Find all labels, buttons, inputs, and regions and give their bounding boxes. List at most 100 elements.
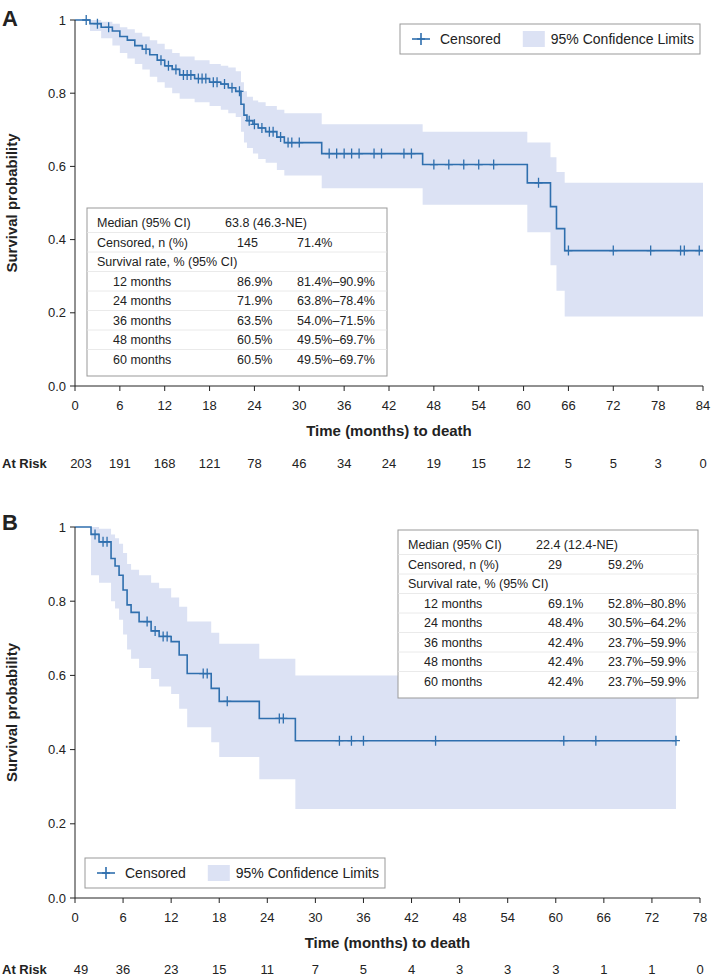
table-cell: 42.4%: [548, 655, 583, 669]
y-tick-label: 0.4: [48, 742, 66, 757]
censor-mark: [269, 127, 277, 137]
x-tick-label: 48: [427, 398, 441, 413]
x-tick: [523, 386, 524, 391]
censor-mark: [221, 79, 229, 89]
table-cell: Survival rate, % (95% CI): [97, 255, 237, 269]
y-tick: [70, 93, 75, 94]
x-tick-label: 72: [645, 910, 659, 925]
censor-mark: [460, 160, 468, 170]
at-risk-label: At Risk: [2, 962, 48, 977]
table-cell: Survival rate, % (95% CI): [408, 577, 548, 591]
table-cell: Censored, n (%): [408, 558, 499, 572]
x-tick: [164, 386, 165, 391]
panel-letter: B: [2, 510, 18, 535]
censor-mark: [335, 736, 343, 746]
x-tick: [119, 386, 120, 391]
legend-marker: [417, 33, 425, 45]
x-tick: [568, 386, 569, 391]
table-cell: 49.5%–69.7%: [297, 333, 375, 347]
at-risk-value: 4: [408, 962, 415, 977]
table-cell: 30.5%–64.2%: [608, 616, 686, 630]
x-tick: [389, 386, 390, 391]
x-axis-title: Time (months) to death: [306, 422, 472, 439]
table-cell: 54.0%–71.5%: [297, 314, 375, 328]
censor-mark: [203, 669, 211, 679]
censor-mark: [91, 529, 99, 539]
table-cell: 71.4%: [297, 236, 332, 250]
table-cell: 59.2%: [608, 558, 643, 572]
table-cell: Median (95% CI): [97, 216, 191, 230]
x-tick-label: 84: [696, 398, 710, 413]
table-rule: [87, 310, 387, 311]
table-cell: Censored, n (%): [97, 236, 188, 250]
x-tick-label: 78: [651, 398, 665, 413]
censor-mark: [340, 149, 348, 159]
x-tick-label: 0: [71, 398, 78, 413]
censor-mark: [592, 736, 600, 746]
table-cell: 60.5%: [237, 333, 272, 347]
censor-mark: [82, 15, 90, 25]
legend-swatch: [208, 865, 230, 881]
censor-mark: [333, 149, 341, 159]
at-risk-value: 203: [70, 456, 92, 471]
censor-mark: [347, 736, 355, 746]
censor-mark: [172, 64, 180, 74]
at-risk-value: 0: [696, 962, 703, 977]
x-tick: [363, 898, 364, 903]
censor-mark: [445, 160, 453, 170]
censor-mark: [490, 160, 498, 170]
x-axis-line: [75, 898, 700, 899]
x-tick: [459, 898, 460, 903]
x-tick-label: 42: [382, 398, 396, 413]
legend: Censored95% Confidence Limits: [85, 858, 385, 888]
x-tick: [603, 898, 604, 903]
table-rule: [398, 613, 698, 614]
x-tick: [658, 386, 659, 391]
chart-panel: 0.00.20.40.60.81061218243036424854606672…: [2, 510, 707, 977]
x-tick-label: 60: [516, 398, 530, 413]
x-tick-label: 18: [212, 910, 226, 925]
x-tick: [75, 898, 76, 903]
y-axis-title: Survival probability: [3, 133, 20, 273]
summary-table: Median (95% CI)63.8 (46.3-NE)Censored, n…: [87, 208, 387, 376]
x-tick-label: 30: [292, 398, 306, 413]
censor-mark: [560, 736, 568, 746]
x-tick: [209, 386, 210, 391]
x-tick-label: 78: [693, 910, 707, 925]
table-rule: [398, 632, 698, 633]
figure: 0.00.20.40.60.81061218243036424854606672…: [0, 0, 712, 978]
at-risk-value: 191: [109, 456, 131, 471]
censor-mark: [277, 132, 285, 142]
x-tick-label: 12: [164, 910, 178, 925]
y-tick-label: 0.8: [48, 594, 66, 609]
y-axis-line: [75, 20, 76, 386]
at-risk-value: 49: [74, 962, 88, 977]
x-tick-label: 66: [597, 910, 611, 925]
censor-mark: [93, 19, 101, 29]
x-tick: [299, 386, 300, 391]
censor-mark: [235, 86, 243, 96]
y-tick: [70, 239, 75, 240]
x-tick-label: 48: [452, 910, 466, 925]
censor-mark: [223, 696, 231, 706]
legend-box: [400, 24, 700, 54]
censor-mark: [647, 246, 655, 256]
x-tick: [703, 386, 704, 391]
table-cell: 22.4 (12.4-NE): [536, 538, 618, 552]
y-tick: [70, 20, 75, 21]
table-cell: 49.5%–69.7%: [297, 353, 375, 367]
at-risk-value: 7: [312, 962, 319, 977]
table-rule: [398, 593, 698, 594]
table-cell: 12 months: [424, 597, 482, 611]
at-risk-value: 5: [610, 456, 617, 471]
censor-mark: [400, 149, 408, 159]
at-risk-value: 1: [600, 962, 607, 977]
at-risk-value: 24: [382, 456, 396, 471]
censor-mark: [279, 713, 287, 723]
x-tick-label: 36: [337, 398, 351, 413]
at-risk-value: 15: [212, 962, 226, 977]
x-tick: [75, 386, 76, 391]
legend: Censored95% Confidence Limits: [400, 24, 700, 54]
y-tick: [70, 749, 75, 750]
table-cell: 48 months: [113, 333, 171, 347]
